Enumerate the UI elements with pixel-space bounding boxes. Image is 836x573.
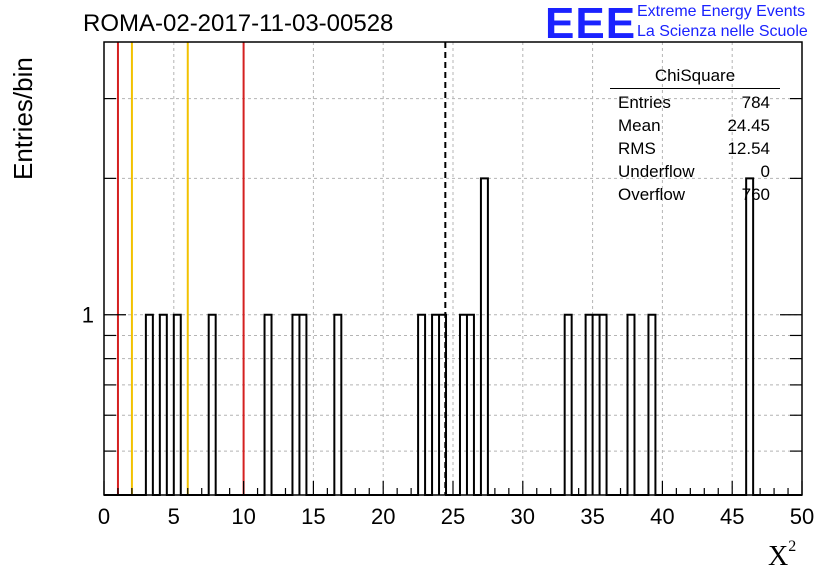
histogram-bin: [600, 315, 607, 495]
x-tick-label: 30: [511, 504, 535, 529]
x-tick-label: 15: [301, 504, 325, 529]
stats-value: 760: [741, 185, 770, 204]
stats-row-underflow: Underflow 0: [610, 160, 780, 183]
histogram-bin: [160, 315, 167, 495]
x-tick-label: 10: [231, 504, 255, 529]
histogram-bin: [292, 315, 299, 495]
x-tick-label: 0: [98, 504, 110, 529]
stats-row-overflow: Overflow 760: [610, 183, 780, 206]
histogram-bin: [265, 315, 272, 495]
x-axis-label-sup: 2: [788, 538, 797, 555]
eee-logo-line2: La Scienza nelle Scuole: [637, 23, 808, 40]
x-tick-label: 20: [371, 504, 395, 529]
histogram-bin: [174, 315, 181, 495]
x-tick-label: 25: [441, 504, 465, 529]
stats-value: 24.45: [727, 116, 770, 135]
stats-row-mean: Mean 24.45: [610, 114, 780, 137]
x-tick-label: 35: [580, 504, 604, 529]
histogram-bin: [334, 315, 341, 495]
stats-value: 12.54: [727, 139, 770, 158]
histogram-bin: [481, 178, 488, 495]
histogram-bin: [586, 315, 593, 495]
stats-box-title: ChiSquare: [610, 66, 780, 89]
x-axis-label: X2: [768, 538, 796, 573]
histogram-bin: [593, 315, 600, 495]
stats-box: ChiSquare Entries 784 Mean 24.45 RMS 12.54 …: [610, 66, 780, 206]
histogram-bin: [432, 315, 439, 495]
stats-label: Overflow: [618, 185, 686, 204]
stats-label: RMS: [618, 139, 656, 158]
histogram-bin: [460, 315, 467, 495]
eee-logo-line1: Extreme Energy Events: [637, 3, 806, 20]
histogram-bin: [146, 315, 153, 495]
stats-label: Mean: [618, 116, 661, 135]
histogram-outline: [104, 177, 802, 496]
histogram-bin: [648, 315, 655, 495]
x-axis-label-base: X: [768, 541, 789, 572]
eee-logo: EEE: [545, 0, 637, 48]
histogram-bin: [628, 315, 635, 495]
stats-value: 0: [760, 162, 770, 181]
stats-row-entries: Entries 784: [610, 91, 780, 114]
stats-label: Entries: [618, 93, 671, 112]
x-tick-label: 5: [168, 504, 180, 529]
x-tick-label: 45: [720, 504, 744, 529]
histogram-bin: [299, 315, 306, 495]
stats-row-rms: RMS 12.54: [610, 137, 780, 160]
histogram-bin: [209, 315, 216, 495]
histogram-bin: [418, 315, 425, 495]
y-tick-label: 1: [82, 303, 94, 328]
histogram-bin: [746, 178, 753, 495]
x-tick-label: 40: [650, 504, 674, 529]
stats-label: Underflow: [618, 162, 695, 181]
stats-value: 784: [741, 93, 770, 112]
chart-title: ROMA-02-2017-11-03-00528: [83, 10, 394, 37]
histogram-bin: [467, 315, 474, 495]
x-tick-label: 50: [790, 504, 814, 529]
histogram-bin: [565, 315, 572, 495]
